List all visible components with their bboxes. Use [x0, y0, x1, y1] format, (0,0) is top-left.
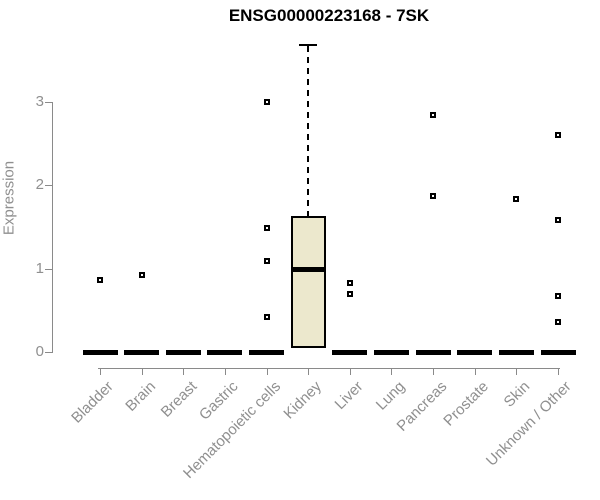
x-tick-label: Kidney	[280, 378, 326, 423]
x-tick	[516, 368, 518, 375]
y-tick	[45, 352, 52, 353]
collapsed-box	[82, 349, 118, 355]
collapsed-box	[373, 349, 409, 355]
x-tick	[224, 368, 226, 375]
x-tick	[308, 368, 310, 375]
outlier-point	[263, 258, 270, 265]
outlier-point	[430, 111, 437, 118]
x-tick	[141, 368, 143, 375]
outlier-point	[555, 217, 562, 224]
y-tick	[45, 102, 52, 103]
whisker-cap	[299, 43, 318, 46]
outlier-point	[555, 132, 562, 139]
median-line	[290, 266, 326, 272]
y-tick	[45, 268, 52, 270]
outlier-point	[263, 314, 270, 320]
chart-title: ENSG00000223168 - 7SK	[228, 6, 430, 25]
y-tick-label: 0	[35, 343, 44, 360]
collapsed-box	[415, 349, 451, 355]
collapsed-box	[457, 349, 493, 355]
x-tick-label: Brain	[121, 378, 159, 415]
x-tick	[183, 368, 185, 375]
y-tick-label: 2	[35, 176, 44, 194]
x-tick-label: Breast	[157, 378, 201, 421]
x-tick-label: Skin	[500, 378, 534, 411]
x-tick-label: Bladder	[68, 378, 118, 427]
collapsed-box	[540, 349, 576, 355]
x-tick	[266, 368, 268, 375]
outlier-point	[555, 293, 562, 300]
x-tick-label: Lung	[372, 378, 409, 414]
x-tick	[349, 368, 351, 375]
y-tick-label: 3	[35, 93, 44, 110]
outlier-point	[513, 195, 520, 202]
outlier-point	[346, 279, 353, 286]
y-axis-label: Expression	[0, 160, 18, 236]
y-tick	[45, 185, 52, 187]
x-tick-label: Liver	[331, 378, 367, 414]
collapsed-box	[124, 349, 160, 355]
x-tick	[391, 368, 393, 375]
x-tick	[474, 368, 476, 375]
outlier-point	[263, 99, 270, 105]
x-tick	[100, 368, 101, 375]
x-tick-label: Prostate	[440, 378, 492, 430]
outlier-point	[138, 272, 145, 279]
collapsed-box	[249, 349, 285, 355]
outlier-point	[555, 319, 562, 325]
x-axis-line	[98, 368, 560, 369]
outlier-point	[97, 277, 103, 284]
x-tick	[433, 368, 435, 375]
collapsed-box	[165, 349, 201, 355]
upper-whisker	[307, 45, 310, 217]
outlier-point	[263, 224, 270, 231]
y-tick-label: 1	[35, 259, 44, 277]
outlier-point	[346, 290, 353, 297]
box	[290, 216, 326, 348]
x-tick	[558, 368, 560, 375]
collapsed-box	[498, 349, 534, 355]
y-axis-line	[52, 102, 53, 353]
outlier-point	[430, 193, 437, 200]
collapsed-box	[207, 349, 243, 355]
collapsed-box	[332, 349, 368, 355]
